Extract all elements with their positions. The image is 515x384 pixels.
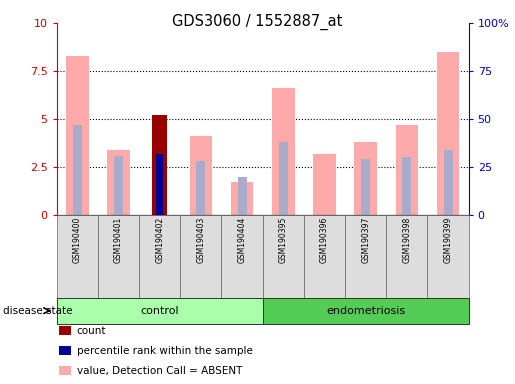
Text: GSM190397: GSM190397 (361, 217, 370, 263)
Text: GSM190398: GSM190398 (402, 217, 411, 263)
Bar (402, 157, 411, 215)
Text: GSM190403: GSM190403 (196, 217, 205, 263)
Bar (361, 159, 370, 215)
Bar (152, 115, 167, 215)
Bar (237, 177, 247, 215)
Bar (313, 154, 336, 215)
Bar (354, 142, 377, 215)
Text: GSM190395: GSM190395 (279, 217, 288, 263)
Bar (272, 88, 295, 215)
Text: GSM190401: GSM190401 (114, 217, 123, 263)
Text: GSM190402: GSM190402 (155, 217, 164, 263)
Bar (114, 156, 123, 215)
Text: disease state: disease state (3, 306, 72, 316)
Bar (156, 154, 163, 215)
Text: GDS3060 / 1552887_at: GDS3060 / 1552887_at (173, 13, 342, 30)
Text: value, Detection Call = ABSENT: value, Detection Call = ABSENT (77, 366, 242, 376)
Text: GSM190400: GSM190400 (73, 217, 82, 263)
Text: GSM190404: GSM190404 (237, 217, 247, 263)
Text: endometriosis: endometriosis (326, 306, 405, 316)
Bar (231, 182, 253, 215)
Bar (66, 56, 89, 215)
Bar (196, 161, 205, 215)
Text: GSM190396: GSM190396 (320, 217, 329, 263)
Bar (107, 150, 130, 215)
Text: count: count (77, 326, 106, 336)
Bar (443, 150, 453, 215)
Bar (190, 136, 212, 215)
Text: percentile rank within the sample: percentile rank within the sample (77, 346, 253, 356)
Text: control: control (140, 306, 179, 316)
Text: GSM190399: GSM190399 (443, 217, 453, 263)
Bar (396, 125, 418, 215)
Bar (73, 125, 82, 215)
Bar (279, 142, 288, 215)
Bar (437, 52, 459, 215)
